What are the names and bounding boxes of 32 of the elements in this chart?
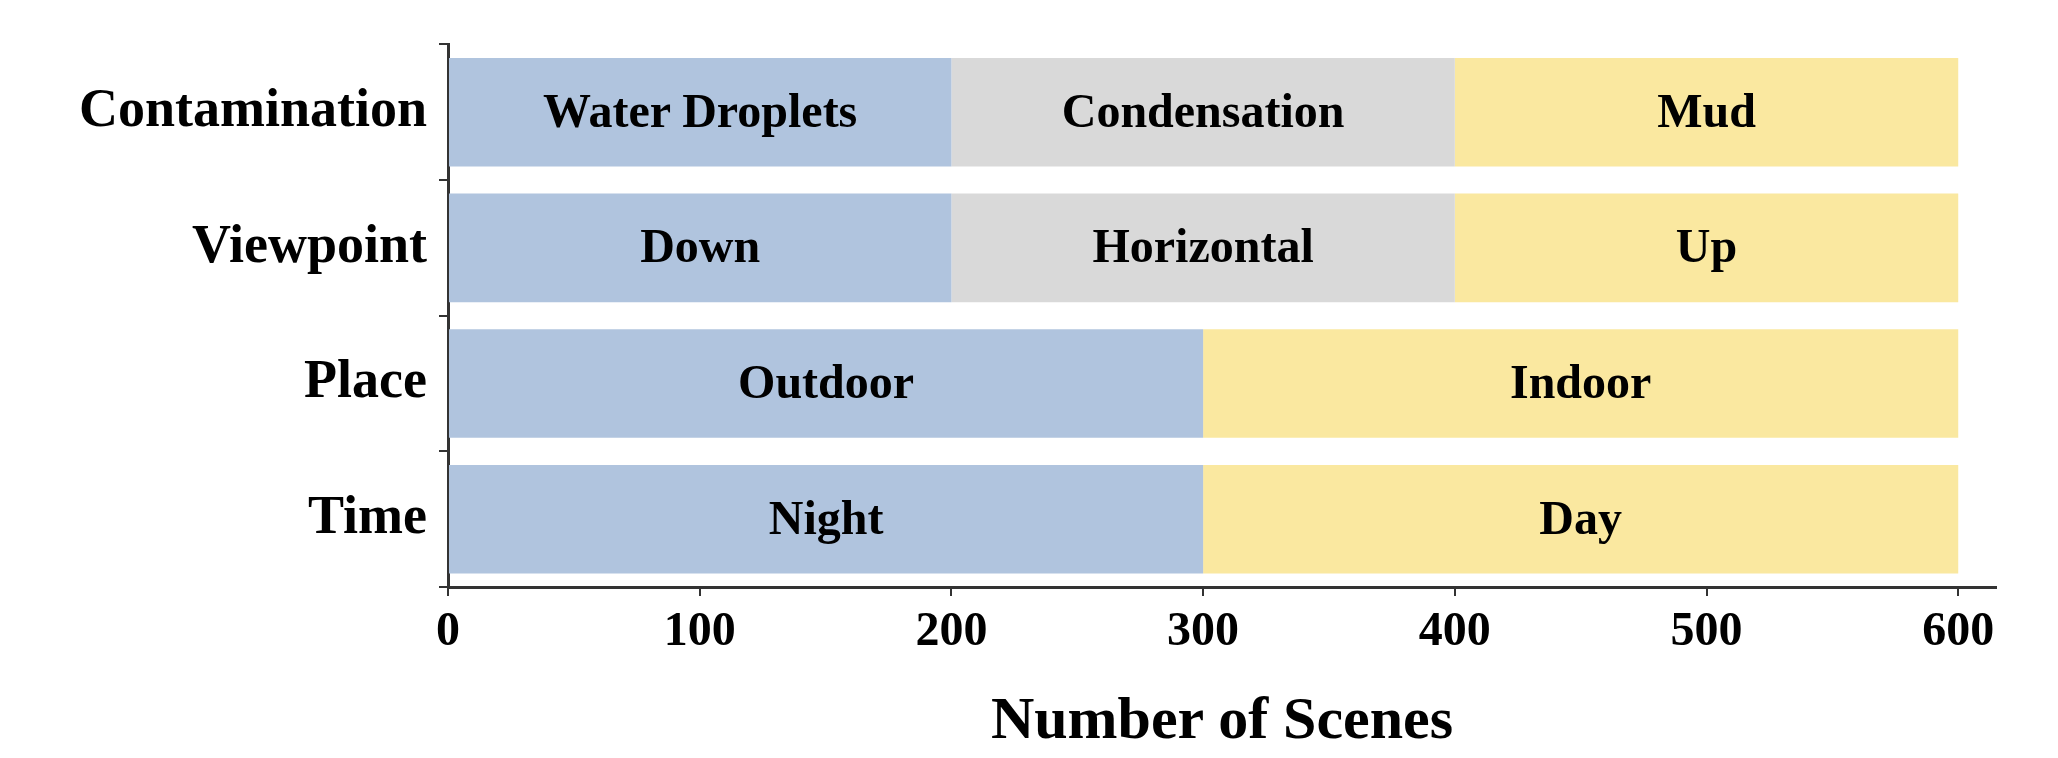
bar xyxy=(951,57,1455,167)
data-label: Outdoor xyxy=(738,354,915,408)
bar xyxy=(449,193,952,303)
x-tick-label: 200 xyxy=(915,602,988,656)
bar xyxy=(449,57,952,167)
y-tick-label: Time xyxy=(308,485,427,546)
data-label: Day xyxy=(1539,490,1623,544)
data-label: Night xyxy=(768,490,884,544)
x-tick-label: 300 xyxy=(1167,602,1240,656)
x-axis-title: Number of Scenes xyxy=(990,684,1454,751)
data-label: Up xyxy=(1675,219,1738,273)
data-label: Mud xyxy=(1657,83,1757,137)
data-label: Indoor xyxy=(1510,354,1652,408)
bar xyxy=(449,329,1204,438)
data-label: Horizontal xyxy=(1092,219,1314,273)
x-tick-label: 100 xyxy=(663,602,736,656)
data-label: Condensation xyxy=(1061,83,1345,137)
data-label: Water Droplets xyxy=(543,83,858,137)
data-label: Down xyxy=(640,219,761,273)
y-tick-label: Place xyxy=(304,349,427,410)
bar xyxy=(1203,329,1959,438)
x-tick-label: 400 xyxy=(1418,602,1491,656)
y-tick-label: Viewpoint xyxy=(191,213,428,274)
bar xyxy=(1454,193,1959,303)
bar xyxy=(951,193,1455,303)
x-tick-label: 0 xyxy=(436,602,460,656)
bar xyxy=(1203,464,1959,574)
bar xyxy=(449,464,1204,574)
y-tick-label: Contamination xyxy=(78,78,427,139)
x-tick-label: 600 xyxy=(1922,602,1995,656)
bar xyxy=(1454,57,1959,167)
x-tick-label: 500 xyxy=(1670,602,1743,656)
